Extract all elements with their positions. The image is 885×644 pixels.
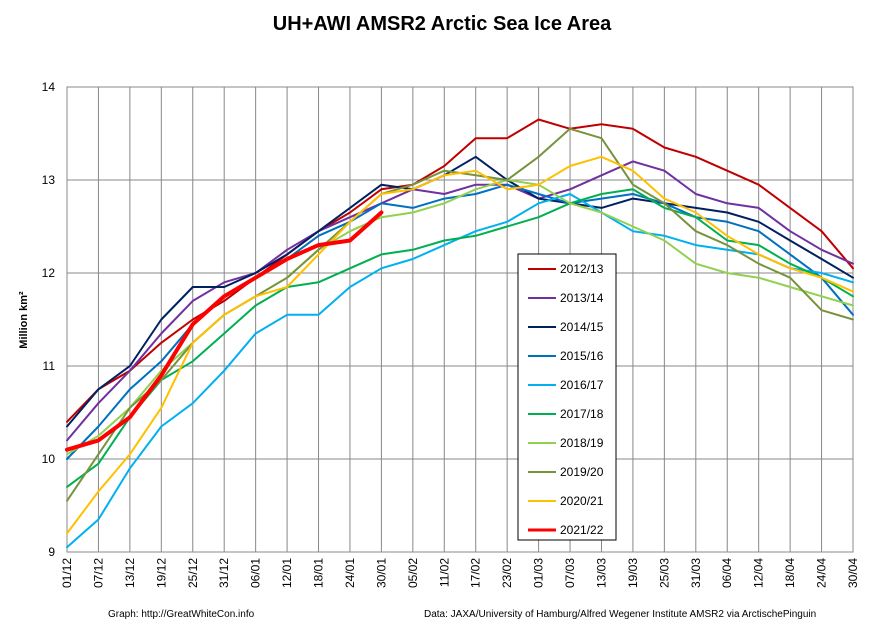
x-tick-label: 07/03 <box>563 558 577 588</box>
series-line-2014-15 <box>66 155 854 428</box>
legend-box <box>517 253 617 541</box>
x-tick-label: 06/01 <box>249 558 263 588</box>
legend-entry-label: 2018/19 <box>560 436 604 450</box>
x-tick-label: 18/01 <box>312 558 326 588</box>
legend-entry-label: 2019/20 <box>560 465 604 479</box>
footer-credit-right: Data: JAXA/University of Hamburg/Alfred … <box>424 609 816 620</box>
x-tick-label: 07/12 <box>91 558 105 588</box>
x-tick-label: 24/01 <box>343 558 357 588</box>
series-lines <box>65 118 854 549</box>
x-tick-label: 17/02 <box>469 558 483 588</box>
x-tick-label: 11/02 <box>437 558 451 587</box>
x-tick-label: 18/04 <box>783 558 797 588</box>
x-tick-label: 19/03 <box>626 558 640 588</box>
x-tick-label: 23/02 <box>500 558 514 588</box>
legend-entry-label: 2020/21 <box>560 494 604 508</box>
x-tick-label: 12/04 <box>752 558 766 588</box>
legend-entry-label: 2015/16 <box>560 349 604 363</box>
series-line-2013-14 <box>66 160 854 442</box>
x-tick-label: 13/12 <box>123 558 137 588</box>
legend-entry-label: 2017/18 <box>560 407 604 421</box>
series-line-2017-18 <box>66 188 854 488</box>
x-tick-label: 05/02 <box>406 558 420 588</box>
series-line-2015-16 <box>66 183 854 460</box>
x-tick-label: 01/12 <box>60 558 74 588</box>
x-tick-label: 13/03 <box>594 558 608 588</box>
x-tick-label: 25/12 <box>186 558 200 588</box>
x-tick-label: 12/01 <box>280 558 294 588</box>
legend-entry-label: 2014/15 <box>560 320 604 334</box>
y-tick-label: 11 <box>43 359 56 373</box>
footer-credit-left: Graph: http://GreatWhiteCon.info <box>108 609 255 620</box>
grid <box>66 86 854 553</box>
series-line-2018-19 <box>66 179 854 456</box>
legend-entry-label: 2021/22 <box>560 523 604 537</box>
series-line-2012-13 <box>66 118 854 423</box>
y-tick-label: 10 <box>42 452 56 466</box>
legend-entry-label: 2012/13 <box>560 262 604 276</box>
y-tick-label: 12 <box>42 266 56 280</box>
plot-frame <box>66 86 854 553</box>
x-tick-label: 25/03 <box>657 558 671 588</box>
chart-title: UH+AWI AMSR2 Arctic Sea Ice Area <box>273 13 612 35</box>
x-tick-label: 30/01 <box>374 558 388 588</box>
legend: 2012/13 2013/14 2014/15 2015/16 2016/17 2017/… <box>517 253 617 541</box>
series-line-2021-22 <box>65 210 384 452</box>
x-tick-label: 31/03 <box>689 558 703 588</box>
y-tick-label: 13 <box>42 173 56 187</box>
y-tick-label: 9 <box>48 545 55 559</box>
series-line-2020-21 <box>66 155 854 535</box>
legend-entry-label: 2016/17 <box>560 378 604 392</box>
x-tick-label: 19/12 <box>154 558 168 588</box>
x-tick-label: 01/03 <box>532 558 546 588</box>
x-tick-label: 31/12 <box>217 558 231 588</box>
series-line-2016-17 <box>66 193 854 549</box>
legend-entry-label: 2013/14 <box>560 291 604 305</box>
series-line-2019-20 <box>66 127 854 502</box>
x-tick-label: 06/04 <box>720 558 734 588</box>
y-axis-label: Million km² <box>18 291 30 349</box>
y-tick-label: 14 <box>42 80 56 94</box>
x-tick-label: 30/04 <box>846 558 860 588</box>
axes: 9 10 11 12 13 14 01/12 07/12 13/12 19/12 25/12 31/1… <box>42 80 860 588</box>
x-tick-label: 24/04 <box>815 558 829 588</box>
